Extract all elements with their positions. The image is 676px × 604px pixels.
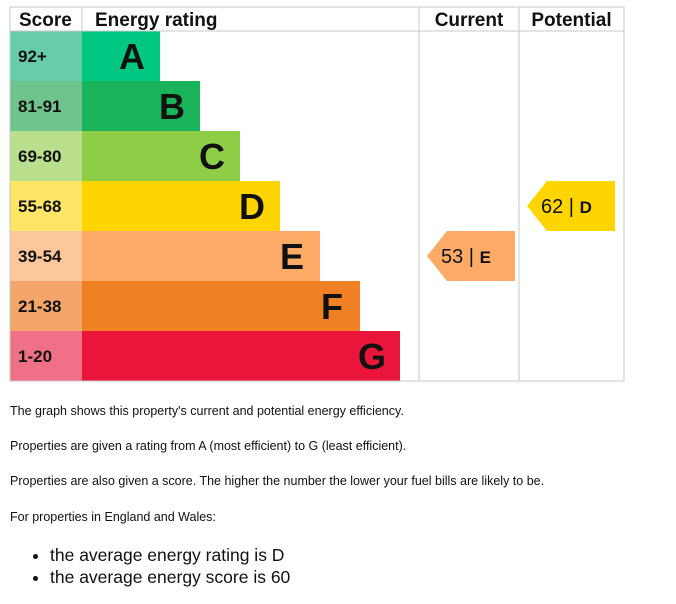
score-label-e: 39-54 <box>18 247 62 266</box>
band-letter-b: B <box>159 86 185 127</box>
rating-bar-a <box>82 31 160 81</box>
score-label-g: 1-20 <box>18 347 52 366</box>
average-score-item: the average energy score is 60 <box>50 566 290 588</box>
header-current: Current <box>435 10 504 31</box>
band-letter-g: G <box>358 336 386 377</box>
score-cell-a <box>10 31 82 81</box>
score-cell-d <box>10 181 82 231</box>
score-description: Properties are also given a score. The h… <box>10 474 545 488</box>
chart-frame <box>9 6 625 382</box>
england-wales-intro: For properties in England and Wales: <box>10 510 216 524</box>
score-label-c: 69-80 <box>18 147 61 166</box>
band-letter-c: C <box>199 136 225 177</box>
rating-bar-c <box>82 131 240 181</box>
header-energy-rating: Energy rating <box>95 10 217 31</box>
score-cell-b <box>10 81 82 131</box>
band-letter-f: F <box>321 286 343 327</box>
score-cell-f <box>10 281 82 331</box>
band-letter-a: A <box>119 36 145 77</box>
band-letter-e: E <box>280 236 304 277</box>
current-rating-label: 53 | E <box>441 246 491 268</box>
score-label-f: 21-38 <box>18 297 61 316</box>
header-potential: Potential <box>531 10 611 31</box>
header-score: Score <box>19 10 72 31</box>
rating-bar-d <box>82 181 280 231</box>
rating-bar-e <box>82 231 320 281</box>
rating-bar-b <box>82 81 200 131</box>
rating-bar-f <box>82 281 360 331</box>
graph-description: The graph shows this property's current … <box>10 404 404 418</box>
potential-rating-arrow <box>527 181 615 231</box>
score-label-a: 92+ <box>18 47 47 66</box>
averages-list: the average energy rating is D the avera… <box>28 544 290 588</box>
potential-rating-label: 62 | D <box>541 196 592 218</box>
score-cell-g <box>10 331 82 381</box>
rating-bar-g <box>82 331 400 381</box>
rating-description: Properties are given a rating from A (mo… <box>10 439 407 453</box>
energy-rating-chart: Score Energy rating Current Potential 92+ A 81… <box>9 6 625 382</box>
current-rating-arrow <box>427 231 515 281</box>
score-cell-c <box>10 131 82 181</box>
score-label-b: 81-91 <box>18 97 61 116</box>
band-letter-d: D <box>239 186 265 227</box>
score-label-d: 55-68 <box>18 197 61 216</box>
average-rating-item: the average energy rating is D <box>50 544 290 566</box>
score-cell-e <box>10 231 82 281</box>
